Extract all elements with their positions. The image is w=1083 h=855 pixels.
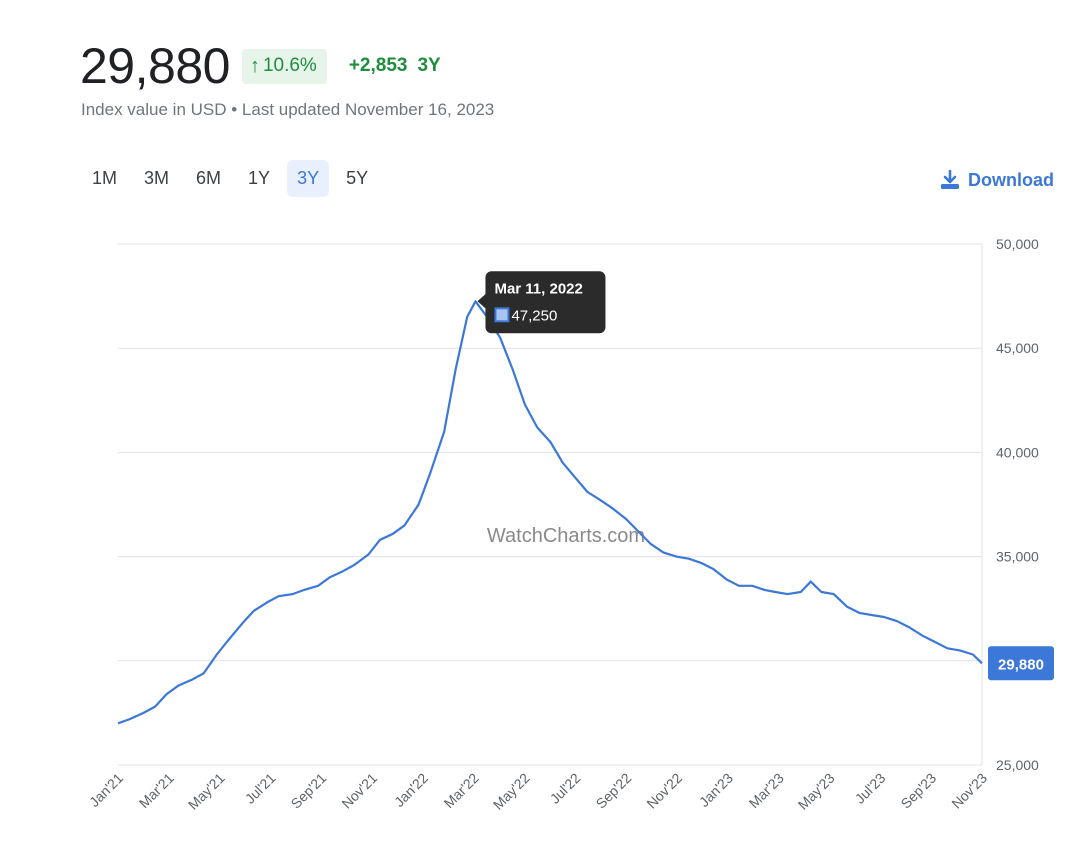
- range-5y-button[interactable]: 5Y: [346, 168, 369, 188]
- tooltip-box: [485, 271, 606, 334]
- current-value-label: 29,880: [998, 656, 1044, 673]
- y-tick-label: 35,000: [996, 549, 1039, 565]
- x-tick-label: May'22: [490, 770, 533, 813]
- range-1y-button[interactable]: 1Y: [248, 168, 271, 188]
- download-icon: [941, 169, 959, 189]
- x-tick-label: Mar'21: [136, 770, 177, 811]
- watermark: WatchCharts.com: [487, 525, 645, 547]
- y-tick-label: 25,000: [996, 757, 1039, 773]
- range-3m-button[interactable]: 3M: [144, 168, 170, 188]
- index-value: 29,880: [80, 38, 230, 94]
- x-tick-label: Nov'21: [338, 770, 380, 812]
- x-tick-label: Jan'22: [391, 770, 431, 810]
- series-line: [117, 300, 983, 725]
- x-tick-label: May'21: [185, 770, 228, 813]
- y-tick-label: 50,000: [996, 236, 1039, 252]
- tooltip-value: 47,250: [511, 307, 557, 324]
- range-3y-button[interactable]: 3Y: [287, 160, 330, 197]
- x-tick-label: Sep'23: [897, 770, 939, 812]
- x-tick-label: May'23: [795, 770, 838, 813]
- x-tick-label: Sep'22: [593, 770, 635, 812]
- x-tick-label: Nov'22: [643, 770, 685, 812]
- subtitle: Index value in USD • Last updated Novemb…: [81, 100, 495, 119]
- change-period: 3Y: [417, 55, 441, 76]
- x-tick-label: Jan'23: [696, 770, 736, 810]
- change-percent-badge: ↑ 10.6%: [241, 48, 327, 84]
- summary-header: 29,880 ↑ 10.6% +2,853 3Y: [80, 36, 441, 96]
- download-label: Download: [968, 169, 1054, 190]
- x-tick-label: Mar'23: [746, 770, 787, 811]
- x-tick-label: Mar'22: [441, 770, 482, 811]
- y-tick-label: 45,000: [996, 340, 1039, 356]
- range-1m-button[interactable]: 1M: [92, 168, 118, 188]
- tooltip-date: Mar 11, 2022: [494, 280, 582, 297]
- range-6m-button[interactable]: 6M: [196, 168, 222, 188]
- x-tick-label: Jan'21: [86, 770, 126, 810]
- download-button[interactable]: Download: [938, 168, 1054, 192]
- change-absolute: +2,853: [348, 55, 408, 76]
- x-tick-label: Jul'22: [547, 770, 584, 807]
- y-tick-label: 40,000: [996, 444, 1039, 460]
- range-selector: 1M 3M 6M 1Y 3Y 5Y: [82, 160, 385, 197]
- change-percent: 10.6%: [262, 55, 317, 76]
- x-tick-label: Sep'21: [288, 770, 330, 812]
- x-tick-label: Jul'21: [242, 770, 279, 807]
- arrow-up-icon: ↑: [249, 54, 260, 77]
- x-tick-label: Jul'23: [852, 770, 889, 807]
- tooltip-swatch: [494, 307, 510, 323]
- x-tick-label: Nov'23: [948, 770, 990, 812]
- current-value-badge: [988, 646, 1054, 681]
- tooltip-pointer: [477, 293, 487, 310]
